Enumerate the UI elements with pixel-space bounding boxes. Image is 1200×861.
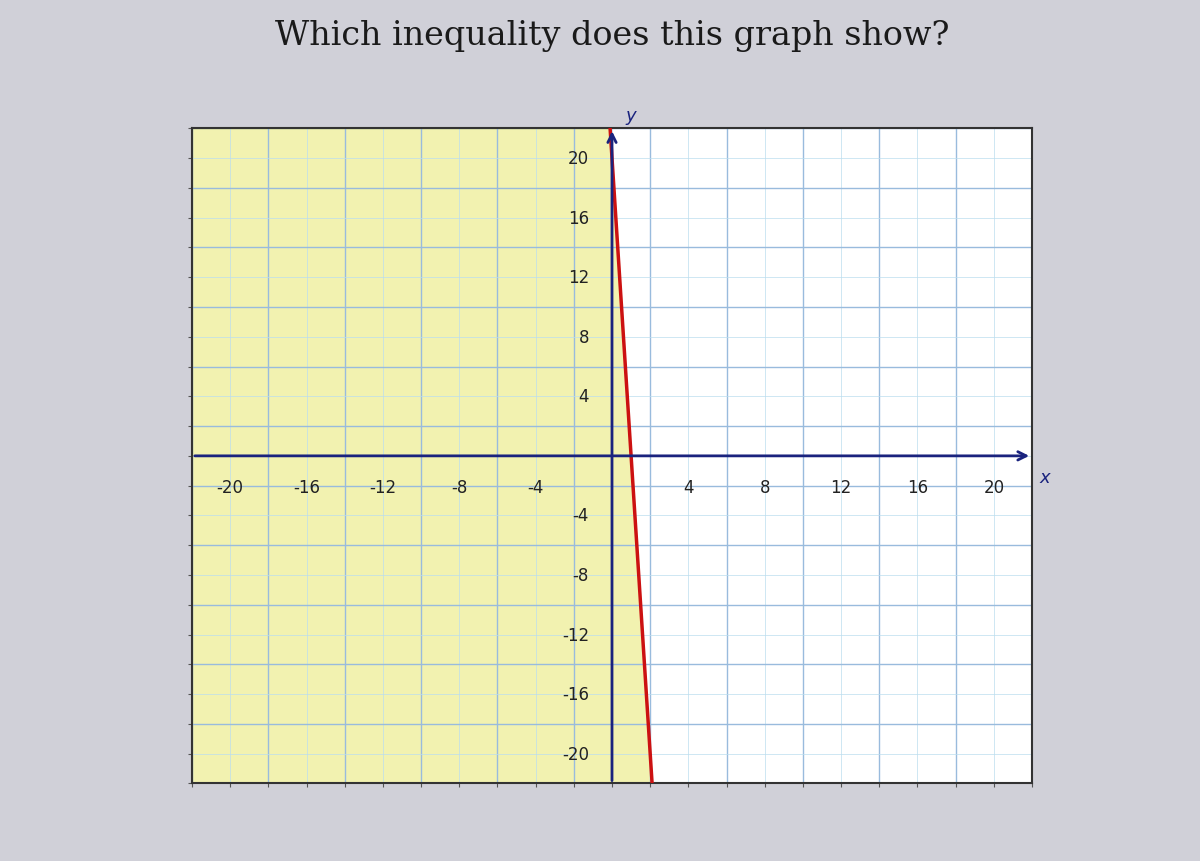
Text: 8: 8 xyxy=(578,328,589,346)
Text: 12: 12 xyxy=(568,269,589,287)
Text: 20: 20 xyxy=(568,150,589,168)
Text: -16: -16 xyxy=(293,479,320,497)
Text: 4: 4 xyxy=(683,479,694,497)
Text: -8: -8 xyxy=(572,567,589,585)
Text: 16: 16 xyxy=(568,209,589,227)
Text: -12: -12 xyxy=(370,479,396,497)
Text: 20: 20 xyxy=(983,479,1004,497)
Text: 8: 8 xyxy=(760,479,770,497)
Text: -20: -20 xyxy=(562,745,589,763)
Text: -8: -8 xyxy=(451,479,468,497)
Text: x: x xyxy=(1039,468,1050,486)
Text: -4: -4 xyxy=(572,507,589,525)
Text: -12: -12 xyxy=(562,626,589,644)
Text: -4: -4 xyxy=(528,479,544,497)
Text: 4: 4 xyxy=(578,387,589,406)
Text: Which inequality does this graph show?: Which inequality does this graph show? xyxy=(275,20,949,52)
Text: -20: -20 xyxy=(217,479,244,497)
Text: -16: -16 xyxy=(562,685,589,703)
Text: 16: 16 xyxy=(907,479,928,497)
Text: 12: 12 xyxy=(830,479,852,497)
Text: y: y xyxy=(625,107,636,125)
